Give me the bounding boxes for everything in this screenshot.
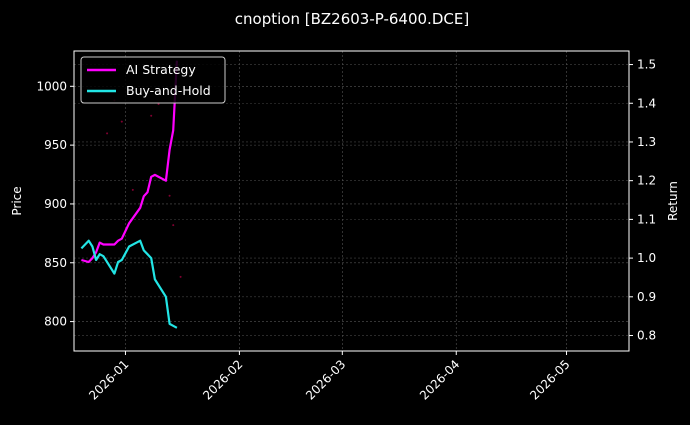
x-tick-label: 2026-01 <box>86 357 131 402</box>
right-tick-label: 1.3 <box>637 135 656 149</box>
left-tick-label: 900 <box>44 197 67 211</box>
left-tick-label: 1000 <box>36 79 67 93</box>
series-lines <box>80 60 178 329</box>
legend: AI Strategy Buy-and-Hold <box>80 56 226 104</box>
right-tick-label: 1.1 <box>637 212 656 226</box>
left-y-axis: 800 850 900 950 1000 <box>36 79 74 329</box>
right-tick-label: 1.0 <box>637 251 656 265</box>
x-axis: 2026-01 2026-02 2026-03 2026-04 2026-05 <box>86 351 573 403</box>
legend-label: AI Strategy <box>126 62 196 77</box>
x-tick-label: 2026-04 <box>417 357 462 402</box>
left-y-axis-label: Price <box>10 186 24 215</box>
left-tick-label: 950 <box>44 138 67 152</box>
x-tick-label: 2026-03 <box>303 357 348 402</box>
right-tick-label: 1.4 <box>637 96 656 110</box>
right-y-axis-label: Return <box>666 181 680 221</box>
chart-title: cnoption [BZ2603-P-6400.DCE] <box>235 10 469 28</box>
legend-label: Buy-and-Hold <box>126 83 211 98</box>
plot-frame <box>73 50 630 352</box>
x-tick-label: 2026-02 <box>200 357 245 402</box>
x-tick-label: 2026-05 <box>527 357 572 402</box>
right-tick-label: 0.8 <box>637 329 656 343</box>
right-tick-label: 1.5 <box>637 58 656 72</box>
right-y-axis: 0.8 0.9 1.0 1.1 1.2 1.3 1.4 1.5 <box>629 58 656 343</box>
right-tick-label: 1.2 <box>637 174 656 188</box>
series-line <box>80 239 178 329</box>
right-tick-label: 0.9 <box>637 290 656 304</box>
grid-lines <box>74 51 629 351</box>
left-tick-label: 850 <box>44 256 67 270</box>
left-tick-label: 800 <box>44 315 67 329</box>
series-line <box>81 60 178 264</box>
